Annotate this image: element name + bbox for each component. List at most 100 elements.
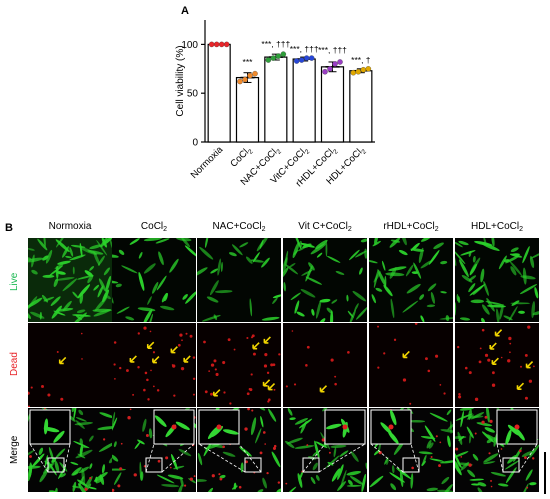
merge-micrograph (283, 408, 367, 492)
significance-label: ***, † (351, 55, 371, 65)
column-label: NAC+CoCl2 (212, 221, 266, 233)
merge-micrograph (197, 408, 281, 492)
merge-micrograph (112, 408, 196, 492)
arrow-icon (146, 341, 155, 349)
data-point (275, 53, 282, 59)
dead-micrograph (112, 323, 196, 407)
zoom-connector (161, 443, 195, 473)
zoom-box (47, 457, 65, 473)
live-micrograph (112, 238, 196, 322)
data-point (350, 69, 357, 76)
zoom-box (244, 457, 262, 473)
arrow-icon (491, 357, 499, 365)
data-point (332, 61, 338, 67)
column-label: HDL+CoCl2 (471, 221, 523, 233)
y-axis-label: Cell viability (%) (175, 45, 186, 116)
bar (235, 76, 260, 143)
data-point (247, 72, 253, 79)
zoom-box (402, 457, 420, 473)
arrow-icon (489, 342, 497, 350)
zoom-connector (238, 443, 262, 473)
zoom-connector (518, 443, 538, 473)
zoom-connector (318, 443, 366, 473)
data-point (308, 55, 315, 61)
arrow-icon (262, 379, 271, 387)
data-point (355, 68, 362, 75)
data-point (265, 57, 272, 63)
bar (264, 56, 288, 143)
row-label: Dead (9, 352, 20, 377)
arrow-icon (402, 350, 410, 359)
y-tick-label: 0 (192, 138, 198, 149)
live-micrograph (28, 238, 112, 322)
arrow-icon (319, 385, 328, 393)
significance-label: ***, ††† (261, 39, 290, 49)
data-point (270, 55, 277, 61)
dead-micrograph (197, 323, 281, 407)
data-point (208, 41, 215, 48)
merge-micrograph (28, 408, 112, 492)
dead-micrograph (28, 323, 112, 407)
merge-micrograph (455, 408, 539, 492)
live-micrograph (455, 238, 539, 322)
arrow-icon (263, 336, 271, 344)
data-point (360, 67, 367, 73)
data-point (242, 76, 248, 83)
bar (292, 58, 316, 143)
y-tick-label: 50 (187, 89, 199, 100)
zoom-box (302, 457, 320, 473)
significance-label: *** (243, 57, 254, 67)
x-tick-label: Normoxia (189, 144, 226, 181)
live-micrograph (283, 238, 367, 322)
zoom-connector (29, 443, 49, 473)
column-label: rHDL+CoCl2 (383, 221, 439, 233)
arrow-icon (252, 342, 260, 350)
dead-micrograph (455, 323, 539, 407)
zoom-connector (302, 443, 326, 473)
scale-bar (544, 452, 546, 494)
arrow-icon (58, 356, 67, 365)
data-point (293, 58, 300, 64)
zoom-box (502, 457, 520, 473)
column-label: Vit C+CoCl2 (298, 221, 352, 233)
column-label: Normoxia (48, 221, 92, 232)
panel-a-letter: A (181, 5, 189, 17)
arrow-icon (152, 355, 160, 364)
zoom-inset (29, 409, 71, 445)
merge-micrograph (369, 408, 453, 492)
column-label: CoCl2 (140, 221, 168, 233)
arrow-icon (516, 382, 525, 390)
significance-label: ***, ††† (290, 44, 319, 54)
data-point (322, 68, 328, 75)
zoom-connector (370, 443, 404, 473)
row-label: Live (9, 272, 20, 292)
data-point (237, 78, 243, 85)
zoom-inset (198, 409, 240, 445)
arrow-icon (129, 355, 137, 363)
data-point (365, 66, 372, 72)
arrow-icon (213, 389, 221, 397)
data-point (298, 57, 305, 63)
y-tick-label: 100 (181, 40, 198, 51)
significance-label: ***, ††† (318, 45, 347, 55)
live-micrograph (369, 238, 453, 322)
data-point (223, 41, 230, 48)
row-label: Merge (9, 435, 20, 464)
panel-b-letter: B (5, 222, 13, 234)
data-point (280, 51, 287, 57)
data-point (213, 41, 220, 48)
arrow-icon (494, 329, 503, 337)
bar (207, 43, 231, 143)
data-point (252, 70, 258, 77)
data-point (337, 59, 343, 65)
live-micrograph (197, 238, 281, 322)
zoom-connector (198, 443, 246, 473)
arrow-icon (267, 383, 276, 391)
bar (320, 66, 345, 143)
arrow-icon (170, 346, 178, 354)
arrow-icon (525, 361, 534, 369)
dead-micrograph (369, 323, 453, 407)
dead-micrograph (283, 323, 367, 407)
data-point (218, 41, 225, 48)
